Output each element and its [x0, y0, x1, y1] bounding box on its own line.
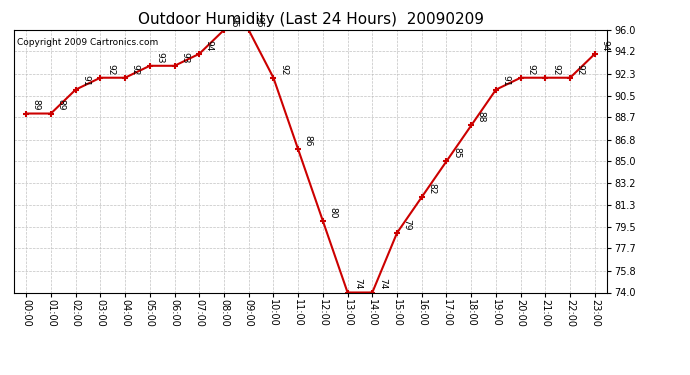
Text: 74: 74 [353, 278, 362, 290]
Text: 74: 74 [378, 278, 387, 290]
Text: 79: 79 [402, 219, 412, 230]
Text: 92: 92 [551, 64, 560, 75]
Text: 92: 92 [279, 64, 288, 75]
Text: 86: 86 [304, 135, 313, 147]
Text: 94: 94 [205, 40, 214, 51]
Text: 89: 89 [57, 99, 66, 111]
Text: 94: 94 [600, 40, 609, 51]
Text: 91: 91 [502, 75, 511, 87]
Text: 92: 92 [575, 64, 584, 75]
Text: 89: 89 [32, 99, 41, 111]
Text: 88: 88 [477, 111, 486, 123]
Text: 91: 91 [81, 75, 90, 87]
Text: 93: 93 [155, 51, 164, 63]
Text: 93: 93 [180, 51, 189, 63]
Title: Outdoor Humidity (Last 24 Hours)  20090209: Outdoor Humidity (Last 24 Hours) 2009020… [137, 12, 484, 27]
Text: 85: 85 [452, 147, 461, 159]
Text: 96: 96 [254, 16, 264, 27]
Text: 80: 80 [328, 207, 337, 218]
Text: 92: 92 [130, 64, 139, 75]
Text: 96: 96 [230, 16, 239, 27]
Text: Copyright 2009 Cartronics.com: Copyright 2009 Cartronics.com [17, 38, 158, 47]
Text: 92: 92 [526, 64, 535, 75]
Text: 92: 92 [106, 64, 115, 75]
Text: 82: 82 [427, 183, 436, 194]
